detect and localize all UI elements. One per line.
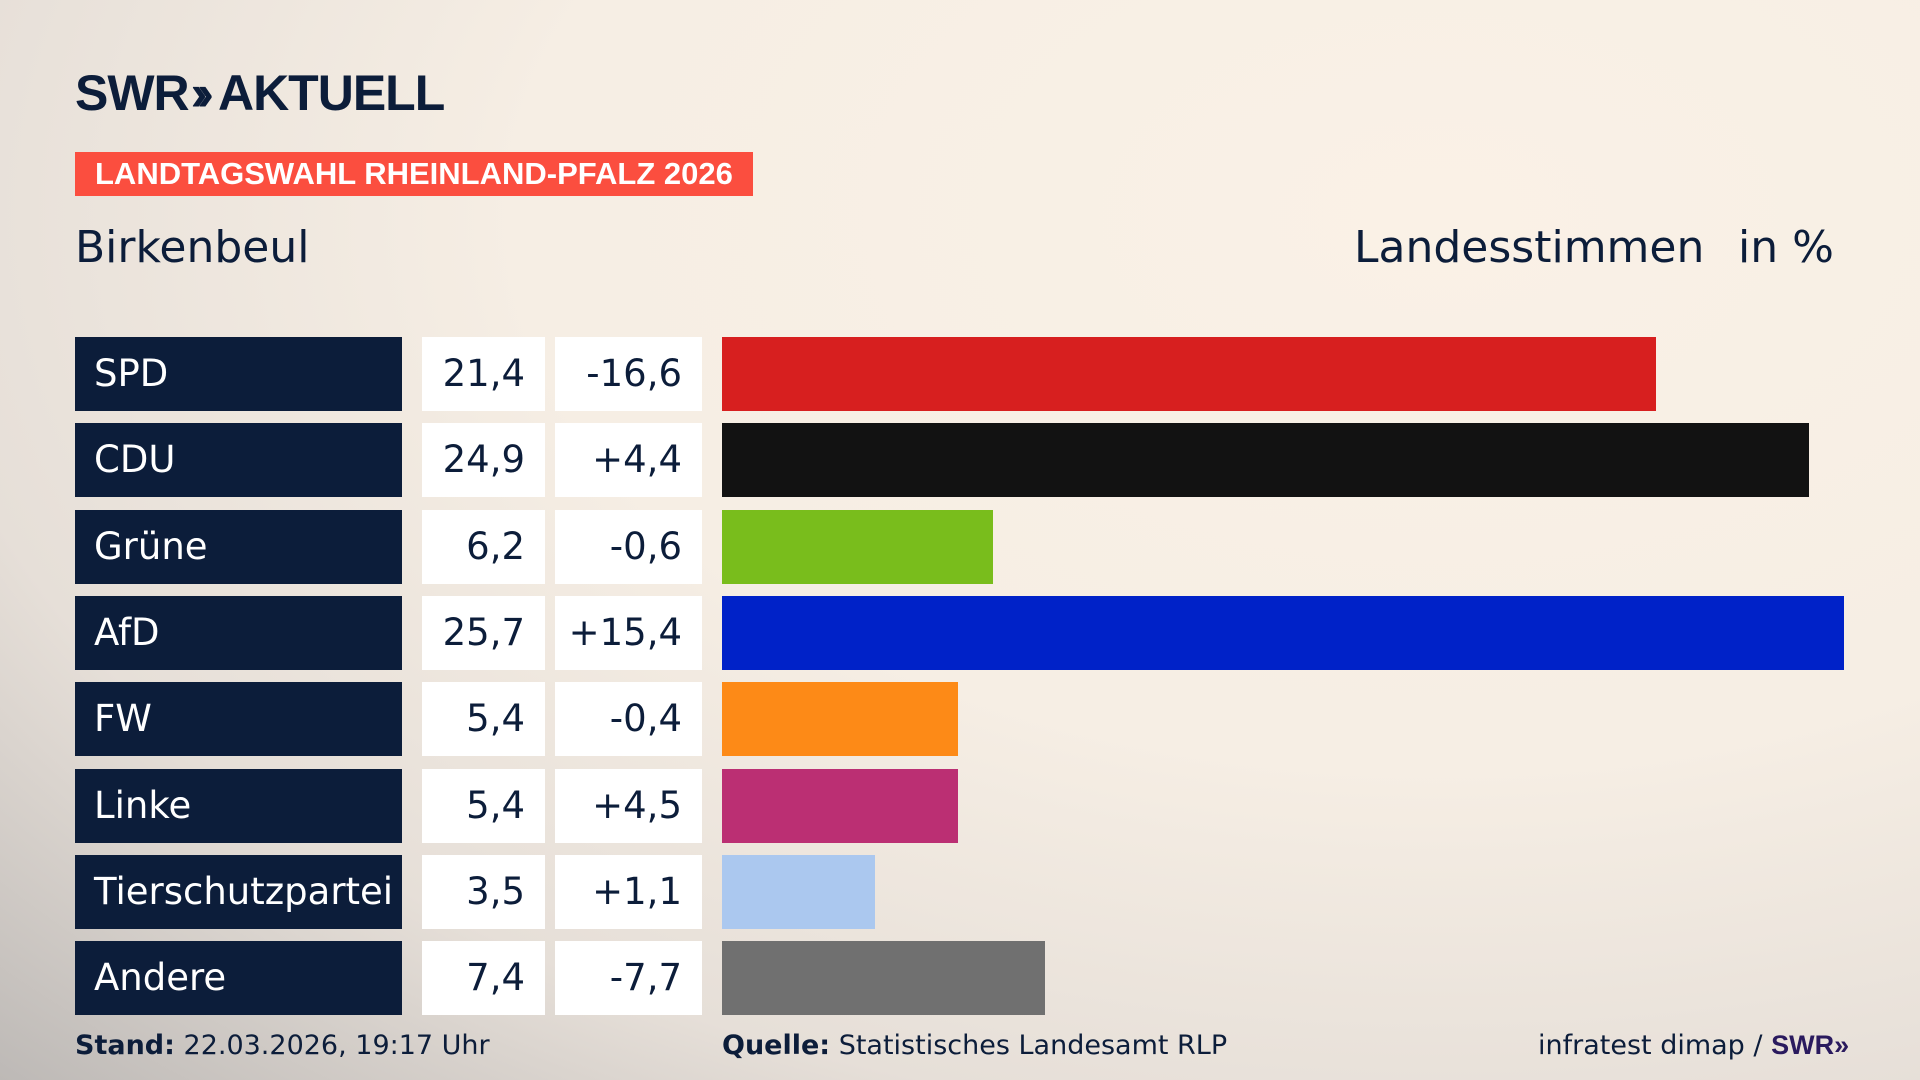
- timestamp: Stand: 22.03.2026, 19:17 Uhr: [75, 1030, 490, 1061]
- value-label: 25,7: [422, 595, 545, 670]
- diff-label: +4,4: [555, 423, 702, 498]
- value-label: 3,5: [422, 854, 545, 929]
- party-label: Grüne: [75, 509, 402, 584]
- bar: [722, 337, 1657, 411]
- source-value: Statistisches Landesamt RLP: [838, 1030, 1228, 1061]
- diff-label: -0,4: [555, 682, 702, 757]
- party-label: AfD: [75, 595, 402, 670]
- diff-label: +4,5: [555, 768, 702, 843]
- party-label: CDU: [75, 423, 402, 498]
- bar: [722, 595, 1845, 670]
- chevron-icon: ››: [190, 65, 215, 121]
- bar: [722, 423, 1810, 498]
- stand-value: 22.03.2026, 19:17 Uhr: [183, 1030, 490, 1061]
- swr-aktuell-logo: SWR ›› AKTUELL: [75, 65, 445, 121]
- value-label: 5,4: [422, 682, 545, 757]
- chart-row: Tierschutzpartei 3,5 +1,1: [0, 854, 1920, 929]
- chart-row: SPD 21,4 -16,6: [0, 337, 1920, 411]
- party-label: Andere: [75, 941, 402, 1016]
- chart-row: Linke 5,4 +4,5: [0, 768, 1920, 843]
- party-label: Tierschutzpartei: [75, 854, 402, 929]
- party-label: Linke: [75, 768, 402, 843]
- value-label: 6,2: [422, 509, 545, 584]
- party-label: SPD: [75, 337, 402, 411]
- source: Quelle: Statistisches Landesamt RLP: [722, 1030, 1227, 1061]
- value-label: 5,4: [422, 768, 545, 843]
- logo-swr: SWR: [75, 65, 190, 121]
- bar: [722, 854, 875, 929]
- chart-row: AfD 25,7 +15,4: [0, 595, 1920, 670]
- chart-row: Andere 7,4 -7,7: [0, 941, 1920, 1016]
- party-label: FW: [75, 682, 402, 757]
- value-label: 7,4: [422, 941, 545, 1016]
- election-banner: LANDTAGSWAHL RHEINLAND-PFALZ 2026: [75, 152, 753, 196]
- chart-row: CDU 24,9 +4,4: [0, 423, 1920, 498]
- chart-row: FW 5,4 -0,4: [0, 682, 1920, 757]
- diff-label: -7,7: [555, 941, 702, 1016]
- swr-small-logo: SWR»: [1771, 1030, 1850, 1060]
- diff-label: -16,6: [555, 337, 702, 411]
- bar: [722, 941, 1046, 1016]
- source-label: Quelle:: [722, 1030, 831, 1061]
- chart-row: Grüne 6,2 -0,6: [0, 509, 1920, 584]
- value-label: 21,4: [422, 337, 545, 411]
- bar: [722, 509, 993, 584]
- credit-text: infratest dimap /: [1538, 1030, 1763, 1061]
- bar: [722, 768, 958, 843]
- unit-label: in %: [1738, 222, 1834, 273]
- vote-type-label: Landesstimmen: [1354, 222, 1705, 273]
- stand-label: Stand:: [75, 1030, 175, 1061]
- logo-aktuell: AKTUELL: [217, 65, 445, 121]
- bar: [722, 682, 958, 757]
- diff-label: +15,4: [555, 595, 702, 670]
- diff-label: -0,6: [555, 509, 702, 584]
- diff-label: +1,1: [555, 854, 702, 929]
- place-title: Birkenbeul: [75, 222, 310, 273]
- credit: infratest dimap / SWR»: [1538, 1030, 1849, 1061]
- value-label: 24,9: [422, 423, 545, 498]
